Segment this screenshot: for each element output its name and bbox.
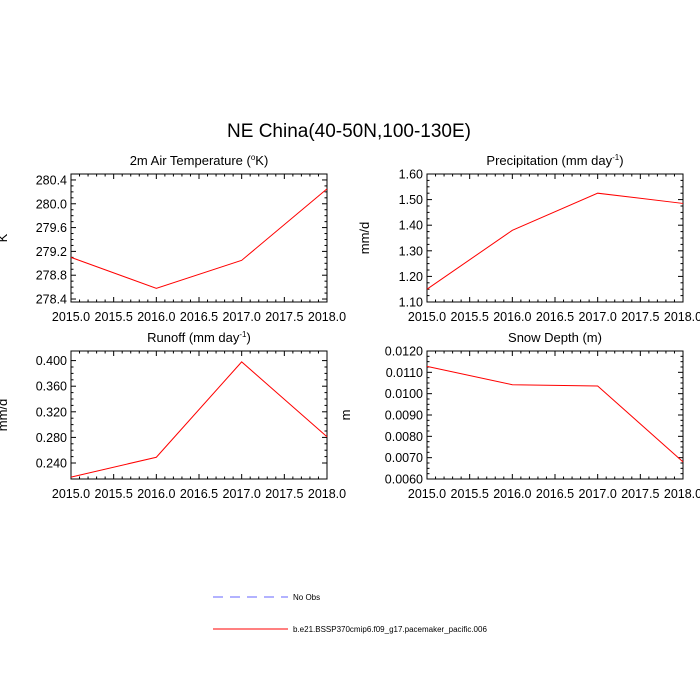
x-tick-label: 2016.5 bbox=[536, 310, 574, 324]
plot-frame bbox=[426, 350, 684, 480]
x-tick-label: 2015.0 bbox=[52, 487, 90, 501]
y-tick-label: 1.60 bbox=[399, 168, 423, 182]
x-tick-label: 2017.5 bbox=[265, 487, 303, 501]
y-tick-label: 0.0080 bbox=[385, 430, 423, 444]
legend-label: No Obs bbox=[293, 593, 320, 602]
y-axis-label: mm/d bbox=[357, 222, 372, 255]
x-tick-label: 2016.0 bbox=[493, 487, 531, 501]
plot-frame bbox=[70, 173, 328, 303]
y-tick-label: 280.4 bbox=[36, 173, 67, 187]
x-tick-label: 2015.0 bbox=[408, 487, 446, 501]
x-tick-label: 2017.0 bbox=[579, 487, 617, 501]
legend: No Obs b.e21.BSSP370cmip6.f09_g17.pacemak… bbox=[213, 593, 487, 634]
y-tick-label: 0.0120 bbox=[385, 345, 423, 359]
plot-frame bbox=[426, 173, 684, 303]
y-tick-label: 0.0110 bbox=[386, 366, 423, 380]
x-tick-label: 2017.5 bbox=[621, 310, 659, 324]
y-tick-label: 0.0070 bbox=[385, 451, 423, 465]
y-axis-label: K bbox=[0, 233, 10, 242]
x-tick-label: 2015.5 bbox=[95, 310, 133, 324]
panels: 2015.0 2015.5 2016.0 2016.5 2017.0 2017.5 2018… bbox=[0, 153, 700, 501]
y-tick-label: 0.0090 bbox=[385, 409, 423, 423]
y-tick-label: 279.6 bbox=[36, 221, 67, 235]
legend-label: b.e21.BSSP370cmip6.f09_g17.pacemaker_pac… bbox=[293, 625, 487, 634]
series-line bbox=[70, 188, 328, 289]
x-tick-label: 2017.5 bbox=[621, 487, 659, 501]
x-tick-label: 2016.5 bbox=[180, 487, 218, 501]
y-tick-label: 279.2 bbox=[36, 245, 67, 259]
x-tick-label: 2016.5 bbox=[536, 487, 574, 501]
x-tick-label: 2017.0 bbox=[223, 487, 261, 501]
y-axis-label: m bbox=[338, 410, 353, 421]
panel-title: Precipitation (mm day-1) bbox=[486, 153, 623, 168]
x-tick-label: 2015.5 bbox=[451, 487, 489, 501]
x-tick-label: 2016.5 bbox=[180, 310, 218, 324]
panel-title: Runoff (mm day-1) bbox=[147, 330, 251, 345]
y-tick-label: 1.20 bbox=[399, 270, 423, 284]
x-tick-label: 2018.0 bbox=[308, 487, 346, 501]
panel-title: Snow Depth (m) bbox=[508, 330, 602, 345]
panel-title: 2m Air Temperature (oK) bbox=[130, 153, 269, 168]
y-axis-label: mm/d bbox=[0, 399, 10, 432]
series-line bbox=[426, 365, 684, 463]
y-tick-label: 1.50 bbox=[399, 193, 423, 207]
panel-1: 2015.0 2015.5 2016.0 2016.5 2017.0 2017.5 2018… bbox=[0, 153, 346, 324]
x-tick-label: 2015.0 bbox=[52, 310, 90, 324]
y-tick-label: 0.0100 bbox=[385, 387, 423, 401]
x-tick-label: 2017.0 bbox=[579, 310, 617, 324]
x-tick-label: 2015.0 bbox=[408, 310, 446, 324]
x-tick-label: 2016.0 bbox=[137, 487, 175, 501]
x-tick-label: 2015.5 bbox=[95, 487, 133, 501]
y-tick-label: 0.360 bbox=[36, 380, 67, 394]
plot-frame bbox=[70, 350, 328, 480]
x-tick-label: 2015.5 bbox=[451, 310, 489, 324]
y-tick-label: 0.400 bbox=[36, 354, 67, 368]
x-tick-label: 2016.0 bbox=[137, 310, 175, 324]
series-line bbox=[426, 192, 684, 290]
y-tick-label: 280.0 bbox=[36, 197, 67, 211]
y-tick-label: 1.30 bbox=[399, 244, 423, 258]
panel-2: 2015.0 2015.5 2016.0 2016.5 2017.0 2017.5 2018… bbox=[357, 153, 700, 324]
y-tick-label: 1.40 bbox=[399, 219, 423, 233]
y-tick-label: 0.320 bbox=[36, 405, 67, 419]
panel-4: 2015.0 2015.5 2016.0 2016.5 2017.0 2017.5 2018… bbox=[338, 330, 700, 501]
y-tick-label: 1.10 bbox=[399, 296, 423, 310]
x-tick-label: 2018.0 bbox=[308, 310, 346, 324]
main-title: NE China(40-50N,100-130E) bbox=[227, 121, 471, 142]
x-tick-label: 2018.0 bbox=[664, 310, 700, 324]
y-tick-label: 0.280 bbox=[36, 431, 67, 445]
x-tick-label: 2017.0 bbox=[223, 310, 261, 324]
x-tick-label: 2018.0 bbox=[664, 487, 700, 501]
x-tick-label: 2017.5 bbox=[265, 310, 303, 324]
y-tick-label: 278.8 bbox=[36, 269, 67, 283]
series-line bbox=[70, 361, 328, 478]
y-tick-label: 278.4 bbox=[36, 293, 67, 307]
x-tick-label: 2016.0 bbox=[493, 310, 531, 324]
y-tick-label: 0.0060 bbox=[385, 473, 423, 487]
panel-3: 2015.0 2015.5 2016.0 2016.5 2017.0 2017.5 2018… bbox=[0, 330, 346, 501]
y-tick-label: 0.240 bbox=[36, 457, 67, 471]
